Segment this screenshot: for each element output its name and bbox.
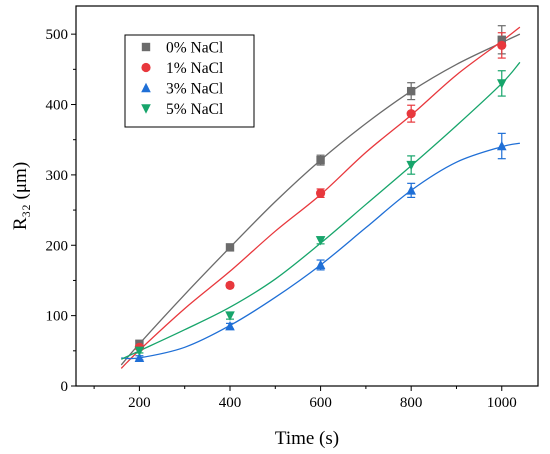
data-point [225, 243, 235, 252]
fit-curve [121, 142, 521, 360]
y-tick-label: 300 [46, 168, 69, 184]
y-tick-label: 0 [61, 379, 69, 395]
y-axis-ticks: 0 100 200 300 400 500 [46, 27, 76, 395]
data-point [497, 35, 506, 44]
x-axis-title: Time (s) [275, 428, 339, 449]
y-axis-title: R₃₂ (μm) [10, 162, 31, 230]
gridless-plot-area [75, 5, 539, 387]
data-point [496, 140, 507, 151]
data-point [315, 188, 326, 198]
y-tick-label: 400 [46, 98, 69, 114]
legend-label: 0% NaCl [166, 40, 223, 57]
y-tick-label: 100 [46, 309, 69, 325]
data-point [225, 280, 235, 290]
legend-marker [141, 42, 151, 52]
data-point [315, 259, 326, 270]
data-point [406, 185, 416, 195]
legend-label: 3% NaCl [166, 81, 223, 98]
legend-marker [141, 104, 151, 114]
x-tick-label: 800 [400, 395, 423, 411]
data-point [406, 109, 416, 119]
data-point [316, 155, 325, 165]
data-point [315, 236, 326, 246]
legend-marker [141, 82, 151, 93]
x-axis-ticks: 200 400 600 800 1000 [93, 386, 517, 411]
legend-label: 5% NaCl [166, 101, 223, 118]
data-point [134, 352, 145, 363]
data-point [225, 311, 235, 321]
data-markers [134, 35, 507, 363]
data-point [496, 79, 507, 89]
data-point [225, 320, 235, 331]
data-point [134, 346, 145, 357]
data-point [497, 40, 507, 51]
y-tick-label: 500 [46, 27, 69, 43]
x-tick-label: 200 [128, 395, 151, 411]
y-tick-label: 200 [46, 238, 69, 254]
legend-marker [141, 62, 151, 73]
x-tick-label: 400 [219, 395, 242, 411]
data-point [406, 160, 416, 171]
legend-items: 0% NaCl 1% NaCl 3% NaCl 5% NaCl [141, 40, 223, 118]
legend: 0% NaCl 1% NaCl 3% NaCl 5% NaCl [124, 34, 255, 128]
x-tick-label: 600 [309, 395, 332, 411]
legend-label: 1% NaCl [166, 60, 223, 77]
plot-frame [75, 5, 539, 387]
x-tick-label: 1000 [487, 395, 517, 411]
data-point [406, 86, 416, 96]
